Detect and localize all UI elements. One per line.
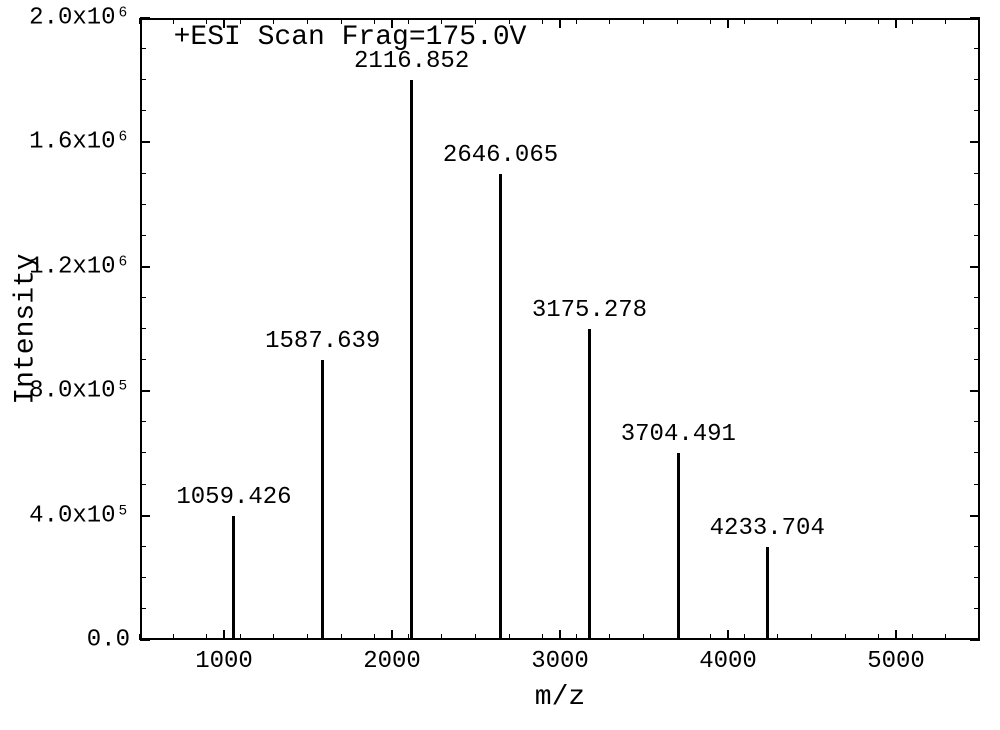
peak-label: 2646.065 bbox=[443, 142, 558, 169]
scan-annotation: +ESI Scan Frag=175.0V bbox=[174, 22, 527, 53]
y-tick-label: 4.0x10⁵ bbox=[0, 502, 130, 529]
x-tick-label: 4000 bbox=[699, 648, 757, 675]
peak-bar bbox=[410, 80, 413, 640]
peak-bar bbox=[499, 174, 502, 641]
y-tick-label: 0.0 bbox=[0, 627, 130, 654]
x-tick-label: 5000 bbox=[867, 648, 925, 675]
x-tick-label: 1000 bbox=[195, 648, 253, 675]
peak-bar bbox=[321, 360, 324, 640]
y-axis-title: Intensity bbox=[11, 253, 42, 404]
y-tick-label: 1.6x10⁶ bbox=[0, 129, 130, 156]
peak-bar bbox=[677, 453, 680, 640]
peak-bar bbox=[588, 329, 591, 640]
x-tick-label: 2000 bbox=[363, 648, 421, 675]
peak-label: 4233.704 bbox=[710, 515, 825, 542]
peak-label: 3175.278 bbox=[532, 297, 647, 324]
peak-bar bbox=[232, 516, 235, 640]
x-axis-title: m/z bbox=[535, 682, 585, 713]
mass-spectrum-chart: 100020003000400050000.04.0x10⁵8.0x10⁵1.2… bbox=[0, 0, 1000, 730]
peak-label: 1059.426 bbox=[176, 484, 291, 511]
y-tick-label: 2.0x10⁶ bbox=[0, 5, 130, 32]
peak-label: 3704.491 bbox=[621, 421, 736, 448]
peak-label: 2116.852 bbox=[354, 48, 469, 75]
peak-bar bbox=[766, 547, 769, 640]
x-tick-label: 3000 bbox=[531, 648, 589, 675]
peak-label: 1587.639 bbox=[265, 328, 380, 355]
